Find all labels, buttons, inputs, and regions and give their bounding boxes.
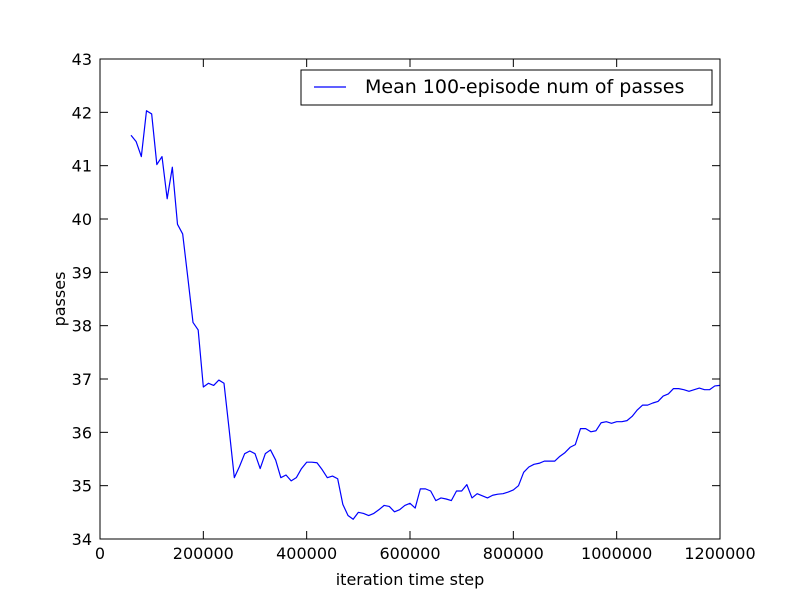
y-tick-label: 37 xyxy=(72,370,92,389)
x-tick-label: 0 xyxy=(95,544,105,563)
legend-box xyxy=(300,69,713,106)
x-axis-label: iteration time step xyxy=(336,570,485,589)
x-tick-label: 1000000 xyxy=(581,544,652,563)
y-tick-label: 38 xyxy=(72,317,92,336)
axis-tick-labels: 0 200000 400000 600000 800000 1000000 1200000 3… xyxy=(72,50,756,563)
x-tick-label: 600000 xyxy=(379,544,440,563)
y-tick-label: 40 xyxy=(72,210,92,229)
x-tick-label: 200000 xyxy=(173,544,234,563)
series-line-0 xyxy=(130,110,720,520)
legend-label: Mean 100-episode num of passes xyxy=(365,76,684,98)
y-tick-label: 39 xyxy=(72,263,92,282)
y-axis-label: passes xyxy=(50,272,69,327)
y-tick-label: 43 xyxy=(72,50,92,69)
x-tick-label: 400000 xyxy=(276,544,337,563)
legend: Mean 100-episode num of passes xyxy=(300,69,713,106)
axis-ticks xyxy=(99,58,721,540)
y-tick-label: 42 xyxy=(72,103,92,122)
y-tick-label: 36 xyxy=(72,423,92,442)
x-tick-label: 800000 xyxy=(483,544,544,563)
y-tick-label: 35 xyxy=(72,477,92,496)
y-tick-label: 34 xyxy=(72,530,92,549)
y-tick-label: 41 xyxy=(72,157,92,176)
x-tick-label: 1200000 xyxy=(684,544,755,563)
